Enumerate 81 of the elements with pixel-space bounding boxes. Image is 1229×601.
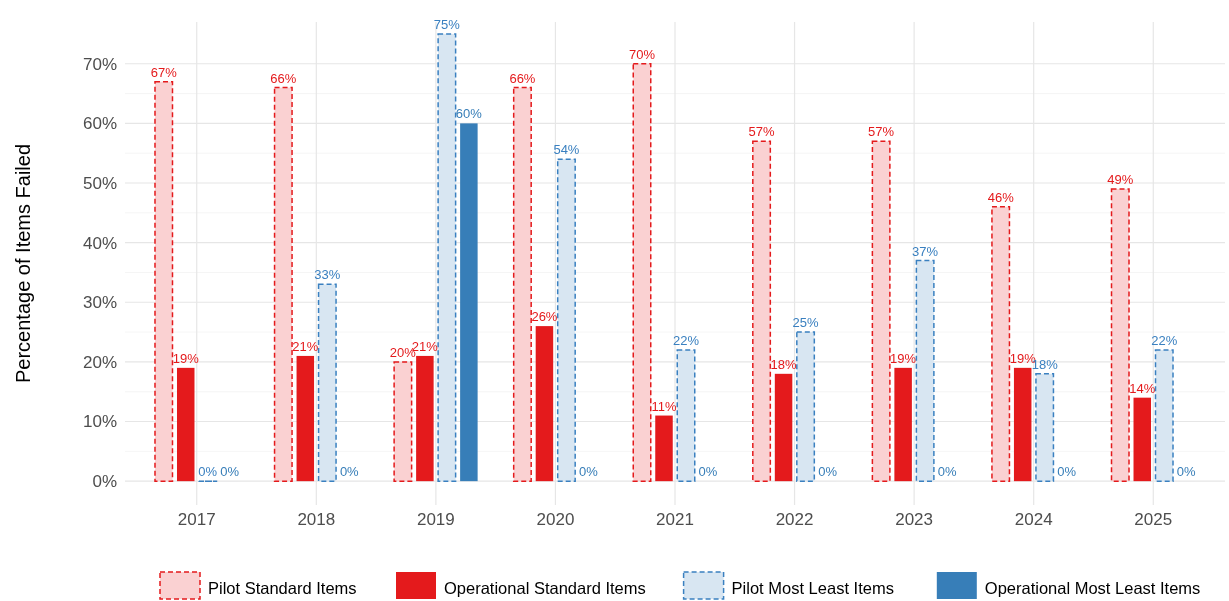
legend-label: Operational Most Least Items <box>984 578 1201 597</box>
bar <box>1154 349 1174 482</box>
bar <box>437 33 457 482</box>
legend-label: Pilot Standard Items <box>208 578 357 597</box>
bar <box>655 415 673 482</box>
data-label: 66% <box>270 70 297 86</box>
data-label: 18% <box>770 356 798 372</box>
bar <box>1013 367 1032 482</box>
x-tick-label: 2021 <box>656 510 694 529</box>
data-label: 33% <box>314 267 341 283</box>
data-label: 75% <box>433 16 461 32</box>
x-tick-label: 2018 <box>297 510 336 529</box>
data-label: 57% <box>748 124 776 140</box>
x-tick-label: 2024 <box>1014 510 1053 529</box>
bar <box>416 355 434 482</box>
data-label: 54% <box>553 142 580 158</box>
y-tick-label: 30% <box>82 293 117 313</box>
legend-label: Operational Standard Items <box>444 578 646 597</box>
data-label: 21% <box>292 338 319 354</box>
bar <box>894 367 912 482</box>
bar <box>796 331 816 482</box>
x-tick-label: 2022 <box>775 510 814 529</box>
data-label: 19% <box>172 350 200 366</box>
data-label: 46% <box>987 189 1015 205</box>
legend-label: Pilot Most Least Items <box>731 578 894 597</box>
y-tick-label: 50% <box>82 173 117 193</box>
bar <box>774 373 793 482</box>
x-tick-label: 2017 <box>177 510 216 529</box>
data-label: 0% <box>1057 464 1077 480</box>
bar <box>317 283 337 482</box>
y-tick-label: 20% <box>82 352 117 372</box>
data-label: 66% <box>509 70 536 86</box>
bar <box>871 140 891 482</box>
bar <box>1133 397 1152 482</box>
data-label: 22% <box>1151 332 1178 348</box>
y-axis-title: Percentage of Items Failed <box>12 143 34 384</box>
bar <box>176 367 195 482</box>
bar <box>273 86 293 482</box>
bar <box>1035 373 1055 482</box>
data-label: 57% <box>868 124 895 140</box>
data-label: 70% <box>628 46 656 62</box>
bar <box>1110 188 1130 482</box>
x-tick-label: 2019 <box>416 510 455 529</box>
data-label: 37% <box>912 243 939 259</box>
data-label: 14% <box>1129 380 1156 396</box>
y-tick-label: 60% <box>82 114 117 134</box>
data-label: 0% <box>198 464 218 480</box>
bar <box>556 158 576 482</box>
bar <box>154 80 174 482</box>
data-label: 0% <box>1176 464 1197 480</box>
data-label: 49% <box>1107 171 1134 187</box>
data-label: 19% <box>890 350 917 366</box>
data-label: 22% <box>672 332 700 348</box>
bar <box>535 326 554 482</box>
bar <box>296 355 315 482</box>
y-tick-label: 0% <box>92 472 117 492</box>
x-tick-label: 2020 <box>536 510 575 529</box>
data-label: 11% <box>651 398 677 414</box>
data-label: 0% <box>579 464 599 480</box>
bar <box>632 62 652 482</box>
data-label: 0% <box>698 464 718 480</box>
data-label: 0% <box>339 464 360 480</box>
data-label: 25% <box>792 315 820 331</box>
data-label: 0% <box>818 464 838 480</box>
y-tick-label: 40% <box>82 233 117 253</box>
bar <box>991 206 1011 482</box>
x-tick-label: 2025 <box>1134 510 1173 529</box>
bar <box>460 123 478 482</box>
data-label: 26% <box>531 309 558 325</box>
data-label: 60% <box>455 106 483 122</box>
data-label: 0% <box>220 464 240 480</box>
y-tick-label: 70% <box>82 54 117 74</box>
bar <box>915 259 935 482</box>
bar <box>393 361 413 482</box>
bar <box>752 140 772 482</box>
y-tick-label: 10% <box>82 412 117 432</box>
x-tick-label: 2023 <box>895 510 934 529</box>
bar <box>512 86 532 482</box>
data-label: 67% <box>150 64 178 80</box>
data-label: 0% <box>937 464 957 480</box>
bar <box>676 349 696 482</box>
